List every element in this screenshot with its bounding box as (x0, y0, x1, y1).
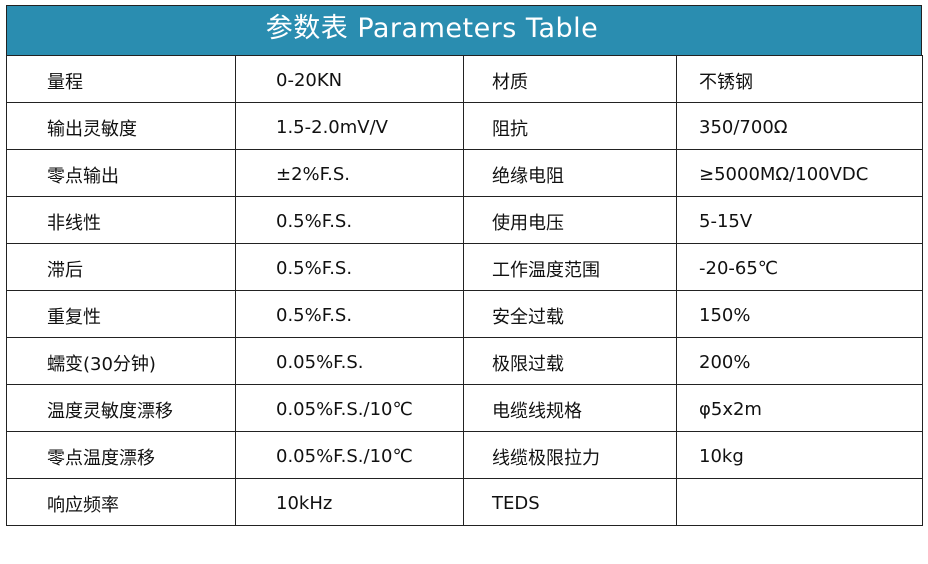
parameter-value: -20-65℃ (676, 243, 923, 291)
parameter-value: 5-15V (676, 196, 923, 244)
parameter-value: 150% (676, 290, 923, 338)
parameter-name: 非线性 (6, 196, 236, 244)
parameter-name: 线缆极限拉力 (463, 431, 677, 479)
parameter-name: 蠕变(30分钟) (6, 337, 236, 385)
table-row: 蠕变(30分钟) 0.05%F.S. 极限过载 200% (6, 337, 923, 385)
parameter-value: 0.5%F.S. (235, 290, 464, 338)
header-bar: 参数表 Parameters Table (6, 5, 922, 56)
parameter-name: 重复性 (6, 290, 236, 338)
table-row: 重复性 0.5%F.S. 安全过载 150% (6, 290, 923, 338)
parameter-value: 10kHz (235, 478, 464, 526)
parameter-value: 0-20KN (235, 55, 464, 103)
parameter-name: 安全过载 (463, 290, 677, 338)
parameter-name: 滞后 (6, 243, 236, 291)
parameter-name: 极限过载 (463, 337, 677, 385)
parameter-name: 温度灵敏度漂移 (6, 384, 236, 432)
table-row: 温度灵敏度漂移 0.05%F.S./10℃ 电缆线规格 φ5x2m (6, 384, 923, 432)
parameter-name: 使用电压 (463, 196, 677, 244)
table-row: 非线性 0.5%F.S. 使用电压 5-15V (6, 196, 923, 244)
parameter-name: 零点温度漂移 (6, 431, 236, 479)
table-row: 零点输出 ±2%F.S. 绝缘电阻 ≥5000MΩ/100VDC (6, 149, 923, 197)
parameter-name: 绝缘电阻 (463, 149, 677, 197)
parameter-name: 阻抗 (463, 102, 677, 150)
parameter-value: 350/700Ω (676, 102, 923, 150)
parameter-name: 量程 (6, 55, 236, 103)
parameter-value: 不锈钢 (676, 55, 923, 103)
table-row: 零点温度漂移 0.05%F.S./10℃ 线缆极限拉力 10kg (6, 431, 923, 479)
parameter-name: 响应频率 (6, 478, 236, 526)
table-row: 滞后 0.5%F.S. 工作温度范围 -20-65℃ (6, 243, 923, 291)
parameter-value: 0.05%F.S. (235, 337, 464, 385)
parameter-name: 零点输出 (6, 149, 236, 197)
parameter-value: 0.5%F.S. (235, 243, 464, 291)
table-row: 量程 0-20KN 材质 不锈钢 (6, 55, 923, 103)
parameter-value: φ5x2m (676, 384, 923, 432)
parameter-value: 200% (676, 337, 923, 385)
parameter-value: ≥5000MΩ/100VDC (676, 149, 923, 197)
parameter-value: ±2%F.S. (235, 149, 464, 197)
parameter-value: 0.5%F.S. (235, 196, 464, 244)
table-row: 输出灵敏度 1.5-2.0mV/V 阻抗 350/700Ω (6, 102, 923, 150)
title: 参数表 Parameters Table (265, 13, 599, 44)
parameter-value: 0.05%F.S./10℃ (235, 431, 464, 479)
parameter-name: 输出灵敏度 (6, 102, 236, 150)
parameter-value: 10kg (676, 431, 923, 479)
parameter-value (676, 478, 923, 526)
parameter-name: 材质 (463, 55, 677, 103)
parameter-name: 工作温度范围 (463, 243, 677, 291)
parameters-table: 量程 0-20KN 材质 不锈钢 输出灵敏度 1.5-2.0mV/V 阻抗 350/700Ω 零… (6, 55, 923, 526)
parameter-value: 0.05%F.S./10℃ (235, 384, 464, 432)
parameter-name: TEDS (463, 478, 677, 526)
table-row: 响应频率 10kHz TEDS (6, 478, 923, 526)
parameter-value: 1.5-2.0mV/V (235, 102, 464, 150)
parameter-name: 电缆线规格 (463, 384, 677, 432)
